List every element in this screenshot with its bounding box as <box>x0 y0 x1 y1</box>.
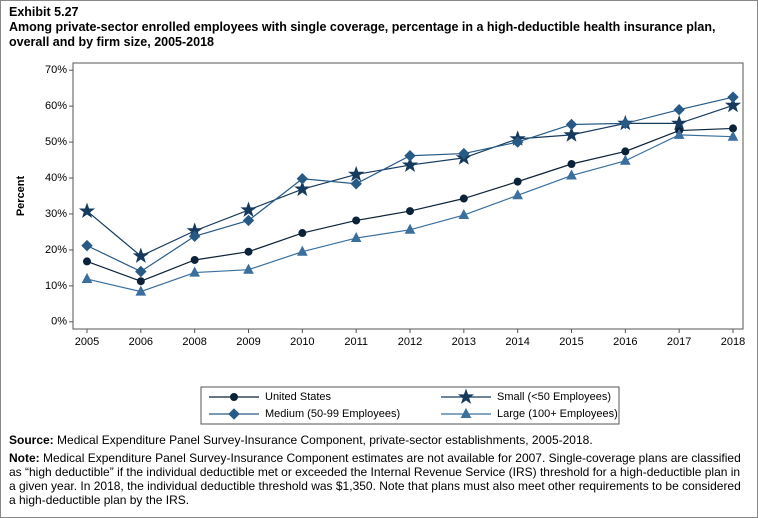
marker <box>458 147 470 160</box>
exhibit-label: Exhibit 5.27 <box>9 5 79 19</box>
marker <box>188 230 201 242</box>
marker <box>567 160 576 169</box>
marker <box>135 285 147 296</box>
plot-frame <box>72 62 744 330</box>
marker <box>81 239 93 252</box>
marker <box>297 245 308 256</box>
marker <box>619 117 632 130</box>
marker <box>406 207 414 216</box>
x-tick-label: 2009 <box>236 336 260 348</box>
marker <box>294 180 311 197</box>
y-tick-label: 40% <box>45 172 67 184</box>
marker <box>350 231 362 243</box>
marker <box>458 208 470 220</box>
x-tick-label: 2016 <box>613 336 637 348</box>
chart-title: Among private-sector enrolled employees … <box>9 20 716 49</box>
x-tick-label: 2014 <box>505 336 529 348</box>
legend-label: Small (<50 Employees) <box>497 391 611 403</box>
y-tick-label: 20% <box>45 244 67 256</box>
marker <box>228 408 240 420</box>
marker <box>513 177 522 186</box>
marker <box>83 257 91 266</box>
y-tick-label: 30% <box>45 208 67 220</box>
note: Note: Medical Expenditure Panel Survey-I… <box>9 451 749 507</box>
legend-label: United States <box>265 391 332 403</box>
marker <box>135 265 147 278</box>
x-tick-label: 2015 <box>559 336 583 348</box>
marker <box>81 272 93 284</box>
marker <box>727 91 739 103</box>
source-text: Medical Expenditure Panel Survey-Insuran… <box>57 433 593 447</box>
marker <box>620 154 631 165</box>
source: Source: Medical Expenditure Panel Survey… <box>9 433 749 447</box>
marker <box>563 126 580 142</box>
y-axis-label: Percent <box>15 175 27 216</box>
x-tick-label: 2012 <box>398 336 422 348</box>
marker <box>352 216 361 225</box>
marker <box>566 169 577 180</box>
x-tick-label: 2006 <box>129 336 153 348</box>
y-tick-label: 70% <box>45 64 67 76</box>
marker <box>136 277 145 286</box>
marker <box>296 173 309 185</box>
marker <box>673 128 685 139</box>
marker <box>78 202 96 218</box>
marker <box>401 156 419 172</box>
marker <box>565 118 578 131</box>
marker <box>348 165 365 182</box>
marker <box>132 247 149 263</box>
y-tick-label: 60% <box>45 100 67 112</box>
source-label: Source: <box>9 433 54 447</box>
note-label: Note: <box>9 451 40 465</box>
x-tick-label: 2013 <box>452 336 476 348</box>
x-tick-label: 2008 <box>182 336 206 348</box>
marker <box>230 393 238 401</box>
x-tick-label: 2005 <box>75 336 99 348</box>
marker <box>350 178 362 190</box>
x-tick-label: 2011 <box>344 336 368 348</box>
marker <box>724 96 742 113</box>
marker <box>457 388 475 404</box>
marker <box>190 255 199 264</box>
y-tick-label: 50% <box>45 136 67 148</box>
marker <box>242 214 255 227</box>
marker <box>404 223 416 234</box>
marker <box>298 229 307 238</box>
marker <box>727 130 739 141</box>
marker <box>243 263 254 274</box>
marker <box>621 147 630 156</box>
x-tick-label: 2010 <box>290 336 314 348</box>
y-tick-label: 0% <box>51 316 67 328</box>
marker <box>511 136 524 148</box>
x-tick-label: 2018 <box>721 336 745 348</box>
marker <box>404 150 416 162</box>
marker <box>244 247 253 256</box>
legend-label: Large (100+ Employees) <box>497 408 618 420</box>
marker <box>460 407 472 418</box>
y-tick-label: 10% <box>45 280 67 292</box>
note-text: Medical Expenditure Panel Survey-Insuran… <box>9 451 741 507</box>
marker <box>512 189 523 200</box>
marker <box>673 104 685 116</box>
legend-frame <box>200 386 620 425</box>
header: Exhibit 5.27 Among private-sector enroll… <box>9 5 749 50</box>
marker <box>240 201 257 217</box>
legend-label: Medium (50-99 Employees) <box>265 408 400 420</box>
marker <box>189 266 200 277</box>
marker <box>459 194 468 203</box>
marker <box>671 114 688 131</box>
x-tick-label: 2017 <box>667 336 691 348</box>
